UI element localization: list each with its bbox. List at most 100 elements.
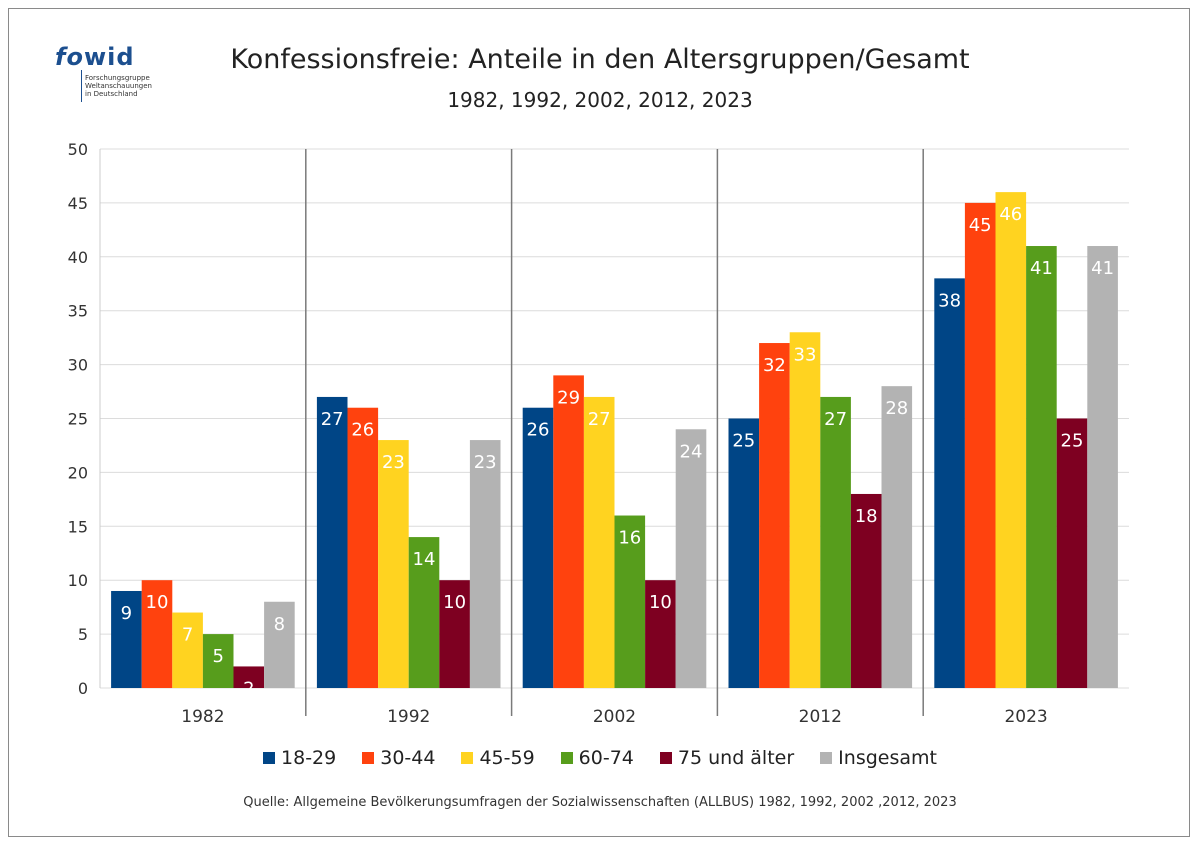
fowid-logo: fowid Forschungsgruppe Weltanschauungen … bbox=[55, 44, 165, 104]
y-tick-label: 20 bbox=[68, 463, 88, 482]
bar bbox=[759, 343, 790, 688]
bar bbox=[378, 440, 409, 688]
legend-label: 18-29 bbox=[281, 747, 337, 769]
bar bbox=[881, 386, 913, 688]
data-label: 33 bbox=[794, 344, 817, 365]
bar bbox=[728, 418, 760, 688]
data-label: 29 bbox=[557, 387, 580, 408]
bar bbox=[408, 537, 440, 688]
legend-swatch bbox=[820, 752, 833, 764]
bar bbox=[645, 580, 676, 688]
chart-title: Konfessionsfreie: Anteile in den Altersg… bbox=[230, 44, 970, 75]
data-label: 38 bbox=[938, 290, 961, 311]
y-tick-label: 45 bbox=[68, 194, 88, 213]
chart-subtitle: 1982, 1992, 2002, 2012, 2023 bbox=[447, 88, 753, 112]
bar bbox=[850, 493, 882, 688]
bar bbox=[995, 192, 1027, 688]
data-label: 27 bbox=[824, 409, 847, 430]
bar bbox=[202, 634, 234, 688]
y-tick-label: 40 bbox=[68, 248, 88, 267]
logo-line-2: Weltanschauungen bbox=[85, 82, 152, 90]
data-label: 27 bbox=[321, 409, 344, 430]
x-tick-label: 2012 bbox=[799, 707, 842, 727]
bar bbox=[469, 440, 501, 688]
bar bbox=[964, 202, 996, 688]
bar bbox=[820, 396, 851, 688]
legend-label: 30-44 bbox=[380, 747, 436, 769]
bar bbox=[553, 375, 584, 688]
data-label: 5 bbox=[212, 646, 223, 667]
bar bbox=[1087, 246, 1118, 688]
legend-label: 45-59 bbox=[479, 747, 535, 769]
y-tick-label: 35 bbox=[68, 302, 88, 321]
y-tick-label: 30 bbox=[68, 356, 88, 375]
legend-item: 60-74 bbox=[560, 747, 634, 769]
y-tick-label: 5 bbox=[78, 625, 88, 644]
data-label: 24 bbox=[680, 441, 703, 462]
data-label: 26 bbox=[527, 420, 550, 441]
data-label: 16 bbox=[618, 528, 641, 549]
bar bbox=[264, 601, 295, 688]
bar bbox=[233, 666, 265, 688]
source-note: Quelle: Allgemeine Bevölkerungsumfragen … bbox=[243, 795, 957, 810]
legend-label: Insgesamt bbox=[838, 747, 937, 769]
bar bbox=[789, 332, 821, 688]
logo-line-1: Forschungsgruppe bbox=[85, 74, 150, 82]
legend-swatch bbox=[263, 752, 276, 764]
bar bbox=[1056, 418, 1088, 688]
data-label: 45 bbox=[969, 215, 992, 236]
legend-swatch bbox=[560, 752, 573, 764]
data-label: 18 bbox=[855, 506, 878, 527]
legend-label: 75 und älter bbox=[677, 747, 795, 769]
y-tick-label: 10 bbox=[68, 571, 88, 590]
data-label: 27 bbox=[588, 409, 611, 430]
bar bbox=[141, 580, 173, 688]
data-label: 23 bbox=[474, 452, 497, 473]
legend-item: 18-29 bbox=[263, 747, 336, 769]
logo-mark: fowid bbox=[55, 44, 135, 70]
bar bbox=[111, 590, 142, 688]
data-label: 25 bbox=[732, 431, 755, 452]
y-tick-label: 25 bbox=[68, 410, 88, 429]
data-label: 10 bbox=[649, 592, 672, 613]
bar bbox=[522, 407, 554, 688]
x-tick-label: 1992 bbox=[387, 707, 430, 727]
y-tick-label: 50 bbox=[68, 140, 88, 159]
legend-item: Insgesamt bbox=[820, 747, 937, 769]
bar bbox=[347, 407, 379, 688]
data-label: 32 bbox=[763, 355, 786, 376]
bar bbox=[172, 612, 203, 688]
x-tick-label: 2002 bbox=[593, 707, 636, 727]
data-label: 10 bbox=[146, 592, 169, 613]
bar bbox=[583, 396, 615, 688]
data-label: 23 bbox=[382, 452, 405, 473]
legend-item: 75 und älter bbox=[659, 747, 795, 769]
bar bbox=[934, 278, 965, 688]
legend-swatch bbox=[362, 752, 375, 764]
data-label: 9 bbox=[121, 603, 132, 624]
logo-divider bbox=[81, 70, 82, 102]
bar bbox=[439, 580, 470, 688]
data-label: 7 bbox=[182, 625, 193, 646]
logo-mark-wid: wid bbox=[83, 43, 135, 71]
data-label: 26 bbox=[351, 420, 374, 441]
data-label: 28 bbox=[885, 398, 908, 419]
data-label: 41 bbox=[1091, 258, 1114, 279]
legend-label: 60-74 bbox=[578, 747, 634, 769]
bar bbox=[1026, 246, 1057, 688]
data-label: 41 bbox=[1030, 258, 1053, 279]
legend-swatch bbox=[659, 752, 672, 764]
logo-mark-fo: fo bbox=[55, 43, 84, 71]
bar bbox=[316, 396, 348, 688]
bar bbox=[614, 515, 646, 688]
legend-item: 30-44 bbox=[362, 747, 435, 769]
chart-legend: 18-29 30-44 45-59 60-74 75 und älter Insgesam… bbox=[0, 747, 1200, 769]
x-tick-label: 1982 bbox=[181, 707, 224, 727]
data-label: 25 bbox=[1061, 431, 1084, 452]
data-label: 46 bbox=[999, 204, 1022, 225]
legend-swatch bbox=[461, 752, 474, 764]
y-tick-label: 15 bbox=[68, 517, 88, 536]
bar bbox=[675, 429, 707, 688]
legend-item: 45-59 bbox=[461, 747, 535, 769]
